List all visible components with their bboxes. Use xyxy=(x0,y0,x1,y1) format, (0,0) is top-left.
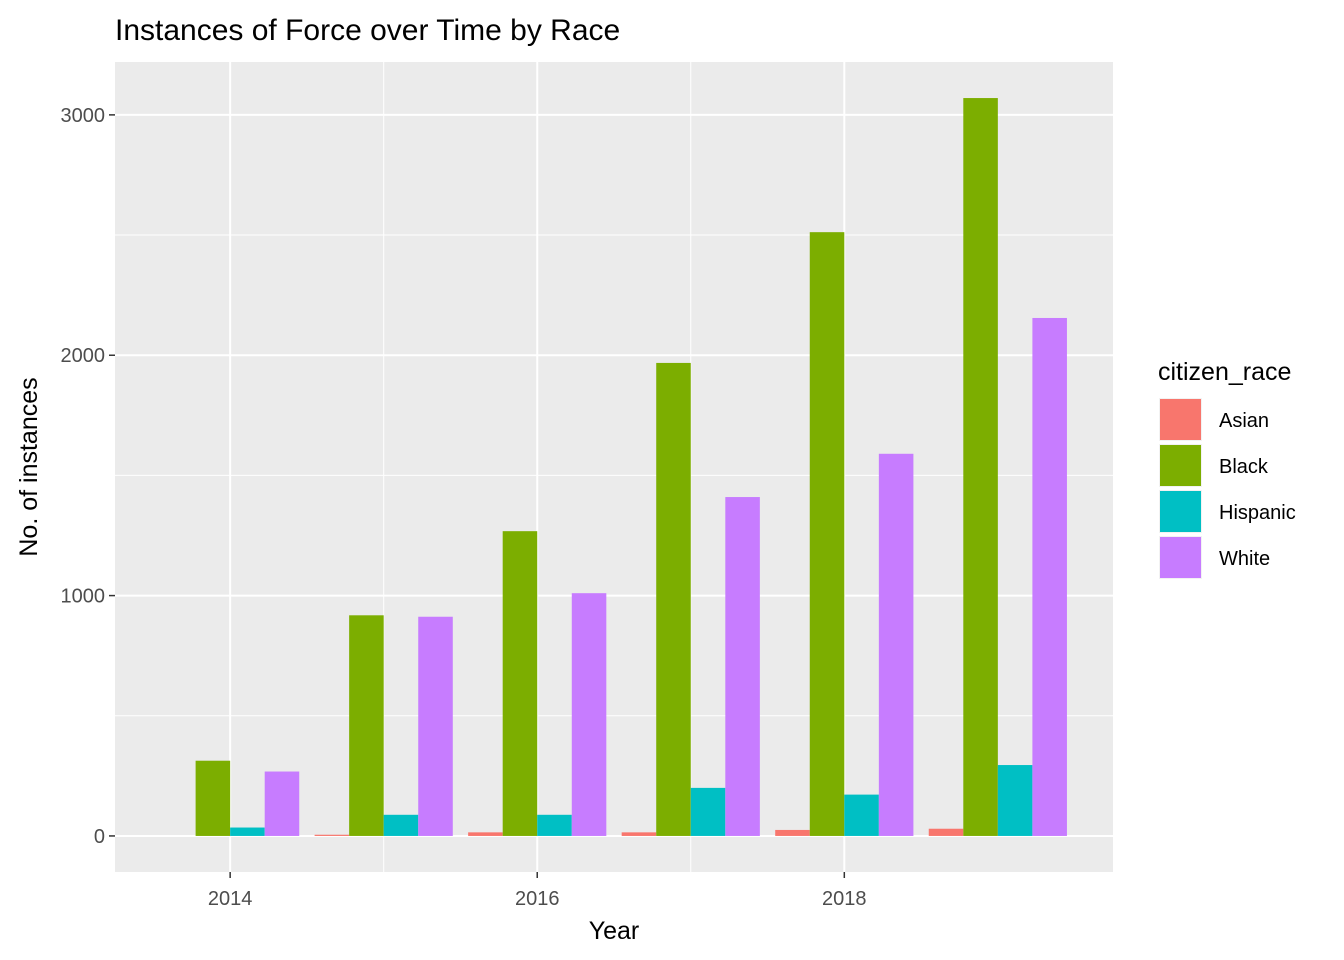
bar-black-2019 xyxy=(963,98,998,836)
y-tick-label: 3000 xyxy=(61,105,106,127)
bar-hispanic-2014 xyxy=(230,827,265,836)
legend-label-black: Black xyxy=(1219,456,1269,478)
x-axis: 2014 2016 2018 xyxy=(208,872,867,910)
bar-white-2018 xyxy=(878,453,914,836)
bar-black-2015 xyxy=(349,615,384,836)
legend-label-white: White xyxy=(1219,548,1270,570)
legend-key-white xyxy=(1160,537,1201,578)
x-tick-label: 2016 xyxy=(515,888,560,910)
bar-asian-2019 xyxy=(928,828,964,836)
y-tick-label: 1000 xyxy=(61,586,106,608)
bar-black-2018 xyxy=(809,232,845,836)
legend-key-hispanic xyxy=(1160,491,1201,532)
bar-asian-2017 xyxy=(621,832,657,836)
bar-hispanic-2015 xyxy=(383,814,419,836)
x-axis-title: Year xyxy=(589,917,640,945)
legend: citizen_race Asian Black Hispanic White xyxy=(1158,358,1296,579)
bar-hispanic-2019 xyxy=(997,765,1033,836)
legend-key-asian xyxy=(1160,399,1201,440)
plot-panel xyxy=(115,62,1113,872)
bar-black-2016 xyxy=(502,531,538,836)
bar-white-2016 xyxy=(571,593,607,836)
bar-white-2015 xyxy=(418,616,453,836)
bar-white-2019 xyxy=(1032,317,1067,836)
x-tick-label: 2018 xyxy=(822,888,867,910)
bar-white-2014 xyxy=(264,771,300,836)
bars xyxy=(195,98,1067,836)
bar-hispanic-2018 xyxy=(844,794,879,836)
legend-label-hispanic: Hispanic xyxy=(1219,502,1296,524)
legend-items: Asian Black Hispanic White xyxy=(1159,398,1296,579)
chart-title: Instances of Force over Time by Race xyxy=(115,14,620,47)
legend-title: citizen_race xyxy=(1158,358,1291,386)
bar-asian-2016 xyxy=(468,832,503,836)
grid-minor xyxy=(115,62,1113,872)
y-axis: 0 1000 2000 3000 xyxy=(61,105,115,848)
bar-white-2017 xyxy=(725,497,760,836)
bar-black-2014 xyxy=(195,760,231,836)
bar-asian-2018 xyxy=(775,829,810,836)
y-tick-label: 2000 xyxy=(61,345,106,367)
x-tick-label: 2014 xyxy=(208,888,253,910)
bar-black-2017 xyxy=(656,362,691,836)
bar-hispanic-2017 xyxy=(690,787,726,836)
y-tick-label: 0 xyxy=(94,826,105,848)
bar-asian-2015 xyxy=(314,834,350,836)
bar-hispanic-2016 xyxy=(537,814,572,836)
legend-key-black xyxy=(1160,445,1201,486)
y-axis-title: No. of instances xyxy=(15,377,43,556)
legend-label-asian: Asian xyxy=(1219,410,1269,432)
